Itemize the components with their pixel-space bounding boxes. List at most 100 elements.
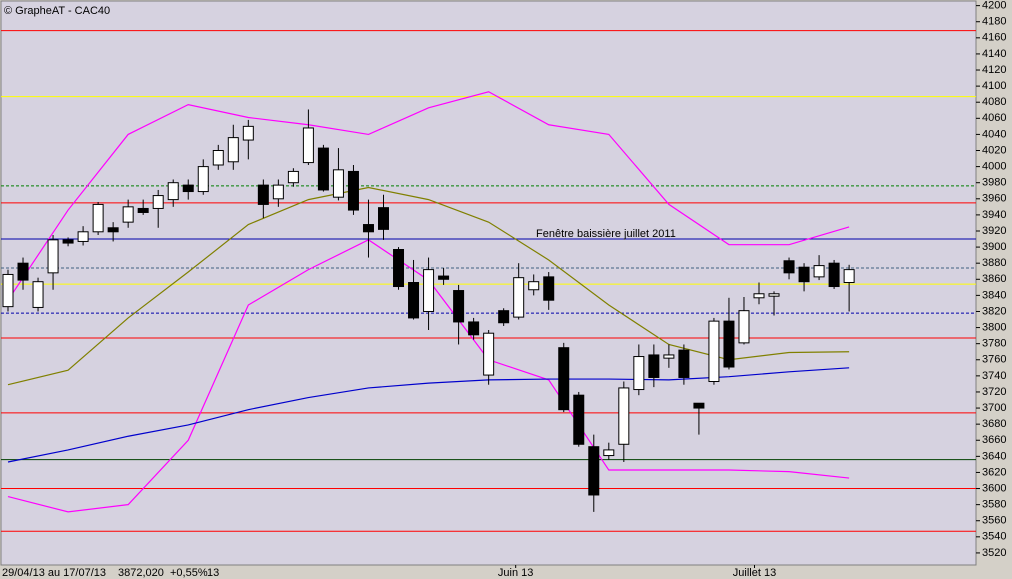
period: 29/04/13 au 17/07/13 — [2, 567, 106, 579]
y-tick-label: 3880 — [982, 257, 1006, 269]
candle-body — [272, 184, 284, 200]
y-tick-label: 4100 — [982, 80, 1006, 92]
y-tick-label: 3980 — [982, 177, 1006, 189]
candle-body — [122, 206, 134, 223]
y-tick-label: 4200 — [982, 0, 1006, 12]
candle-body — [573, 394, 585, 445]
candle-body — [663, 354, 675, 359]
y-tick-label: 3560 — [982, 515, 1006, 527]
x-tick-label: Juillet 13 — [733, 567, 776, 579]
chart-title: © GrapheAT - CAC40 — [4, 5, 110, 17]
candle-body — [543, 276, 555, 301]
y-tick-label: 3700 — [982, 402, 1006, 414]
candle-body — [453, 290, 465, 323]
y-tick-label: 3620 — [982, 466, 1006, 478]
y-tick-label: 4080 — [982, 96, 1006, 108]
candle-body — [137, 207, 149, 213]
candle-body — [212, 150, 224, 166]
candle-body — [528, 281, 540, 291]
candle-body — [287, 170, 299, 184]
y-tick-label: 3680 — [982, 418, 1006, 430]
candle-body — [227, 137, 239, 163]
candle-body — [77, 231, 89, 242]
candle-body — [798, 266, 810, 283]
candle-body — [438, 275, 450, 280]
candle-body — [498, 310, 510, 324]
y-tick-label: 3960 — [982, 193, 1006, 205]
candle-body — [738, 310, 750, 344]
candle-body — [107, 227, 119, 233]
y-tick-label: 3760 — [982, 354, 1006, 366]
candle-body — [332, 169, 344, 198]
candle-body — [393, 249, 405, 288]
candle-body — [813, 265, 825, 278]
y-tick-label: 4160 — [982, 32, 1006, 44]
candle-body — [723, 320, 735, 368]
change: +0,55% — [170, 567, 208, 579]
y-tick-label: 3940 — [982, 209, 1006, 221]
candle-body — [828, 262, 840, 288]
y-tick-label: 3720 — [982, 386, 1006, 398]
candle-body — [47, 239, 59, 274]
candle-body — [152, 195, 164, 209]
y-tick-label: 4000 — [982, 161, 1006, 173]
y-tick-label: 4120 — [982, 64, 1006, 76]
candle-body — [843, 269, 855, 283]
annotation: Fenêtre baissière juillet 2011 — [536, 228, 676, 240]
y-tick-label: 4040 — [982, 128, 1006, 140]
candle-body — [257, 184, 269, 205]
candle-body — [167, 182, 179, 201]
y-tick-label: 3840 — [982, 289, 1006, 301]
candle-body — [483, 332, 495, 376]
candle-body — [693, 402, 705, 409]
candle-body — [588, 446, 600, 496]
candle-body — [317, 147, 329, 191]
y-tick-label: 3520 — [982, 547, 1006, 559]
candle-body — [197, 166, 209, 193]
candle-body — [92, 203, 104, 233]
y-tick-label: 3540 — [982, 531, 1006, 543]
y-tick-label: 4180 — [982, 16, 1006, 28]
candle-body — [513, 277, 525, 318]
indicator-line — [7, 91, 850, 301]
candle-body — [423, 269, 435, 312]
candle-body — [753, 293, 765, 299]
candle-body — [708, 320, 720, 382]
candle-body — [468, 321, 480, 336]
candle-body — [378, 207, 389, 230]
candle-body — [302, 127, 314, 164]
y-tick-label: 4140 — [982, 48, 1006, 60]
candle-body — [2, 273, 14, 308]
candle-body — [678, 349, 690, 378]
candle-body — [347, 170, 359, 211]
candle-body — [783, 260, 795, 274]
y-tick-label: 3800 — [982, 321, 1006, 333]
y-tick-label: 3820 — [982, 305, 1006, 317]
count: 13 — [207, 567, 219, 579]
y-tick-label: 4020 — [982, 144, 1006, 156]
y-tick-label: 4060 — [982, 112, 1006, 124]
y-tick-label: 3920 — [982, 225, 1006, 237]
candle-body — [618, 387, 630, 445]
candle-body — [362, 224, 374, 233]
last-value: 3872,020 — [118, 567, 164, 579]
candle-body — [603, 449, 615, 457]
y-tick-label: 3640 — [982, 450, 1006, 462]
y-tick-label: 3660 — [982, 434, 1006, 446]
y-tick-label: 3780 — [982, 338, 1006, 350]
y-tick-label: 3860 — [982, 273, 1006, 285]
candle-body — [242, 125, 254, 141]
candle-body — [62, 239, 74, 244]
candle-body — [32, 281, 44, 308]
candle-body — [633, 356, 645, 391]
candle-body — [182, 184, 194, 193]
candle-body — [17, 262, 29, 281]
plot-area — [0, 0, 977, 566]
candle-body — [558, 347, 570, 411]
y-tick-label: 3900 — [982, 241, 1006, 253]
y-tick-label: 3740 — [982, 370, 1006, 382]
y-tick-label: 3580 — [982, 499, 1006, 511]
x-tick-label: Juin 13 — [498, 567, 533, 579]
candle-body — [768, 293, 780, 297]
